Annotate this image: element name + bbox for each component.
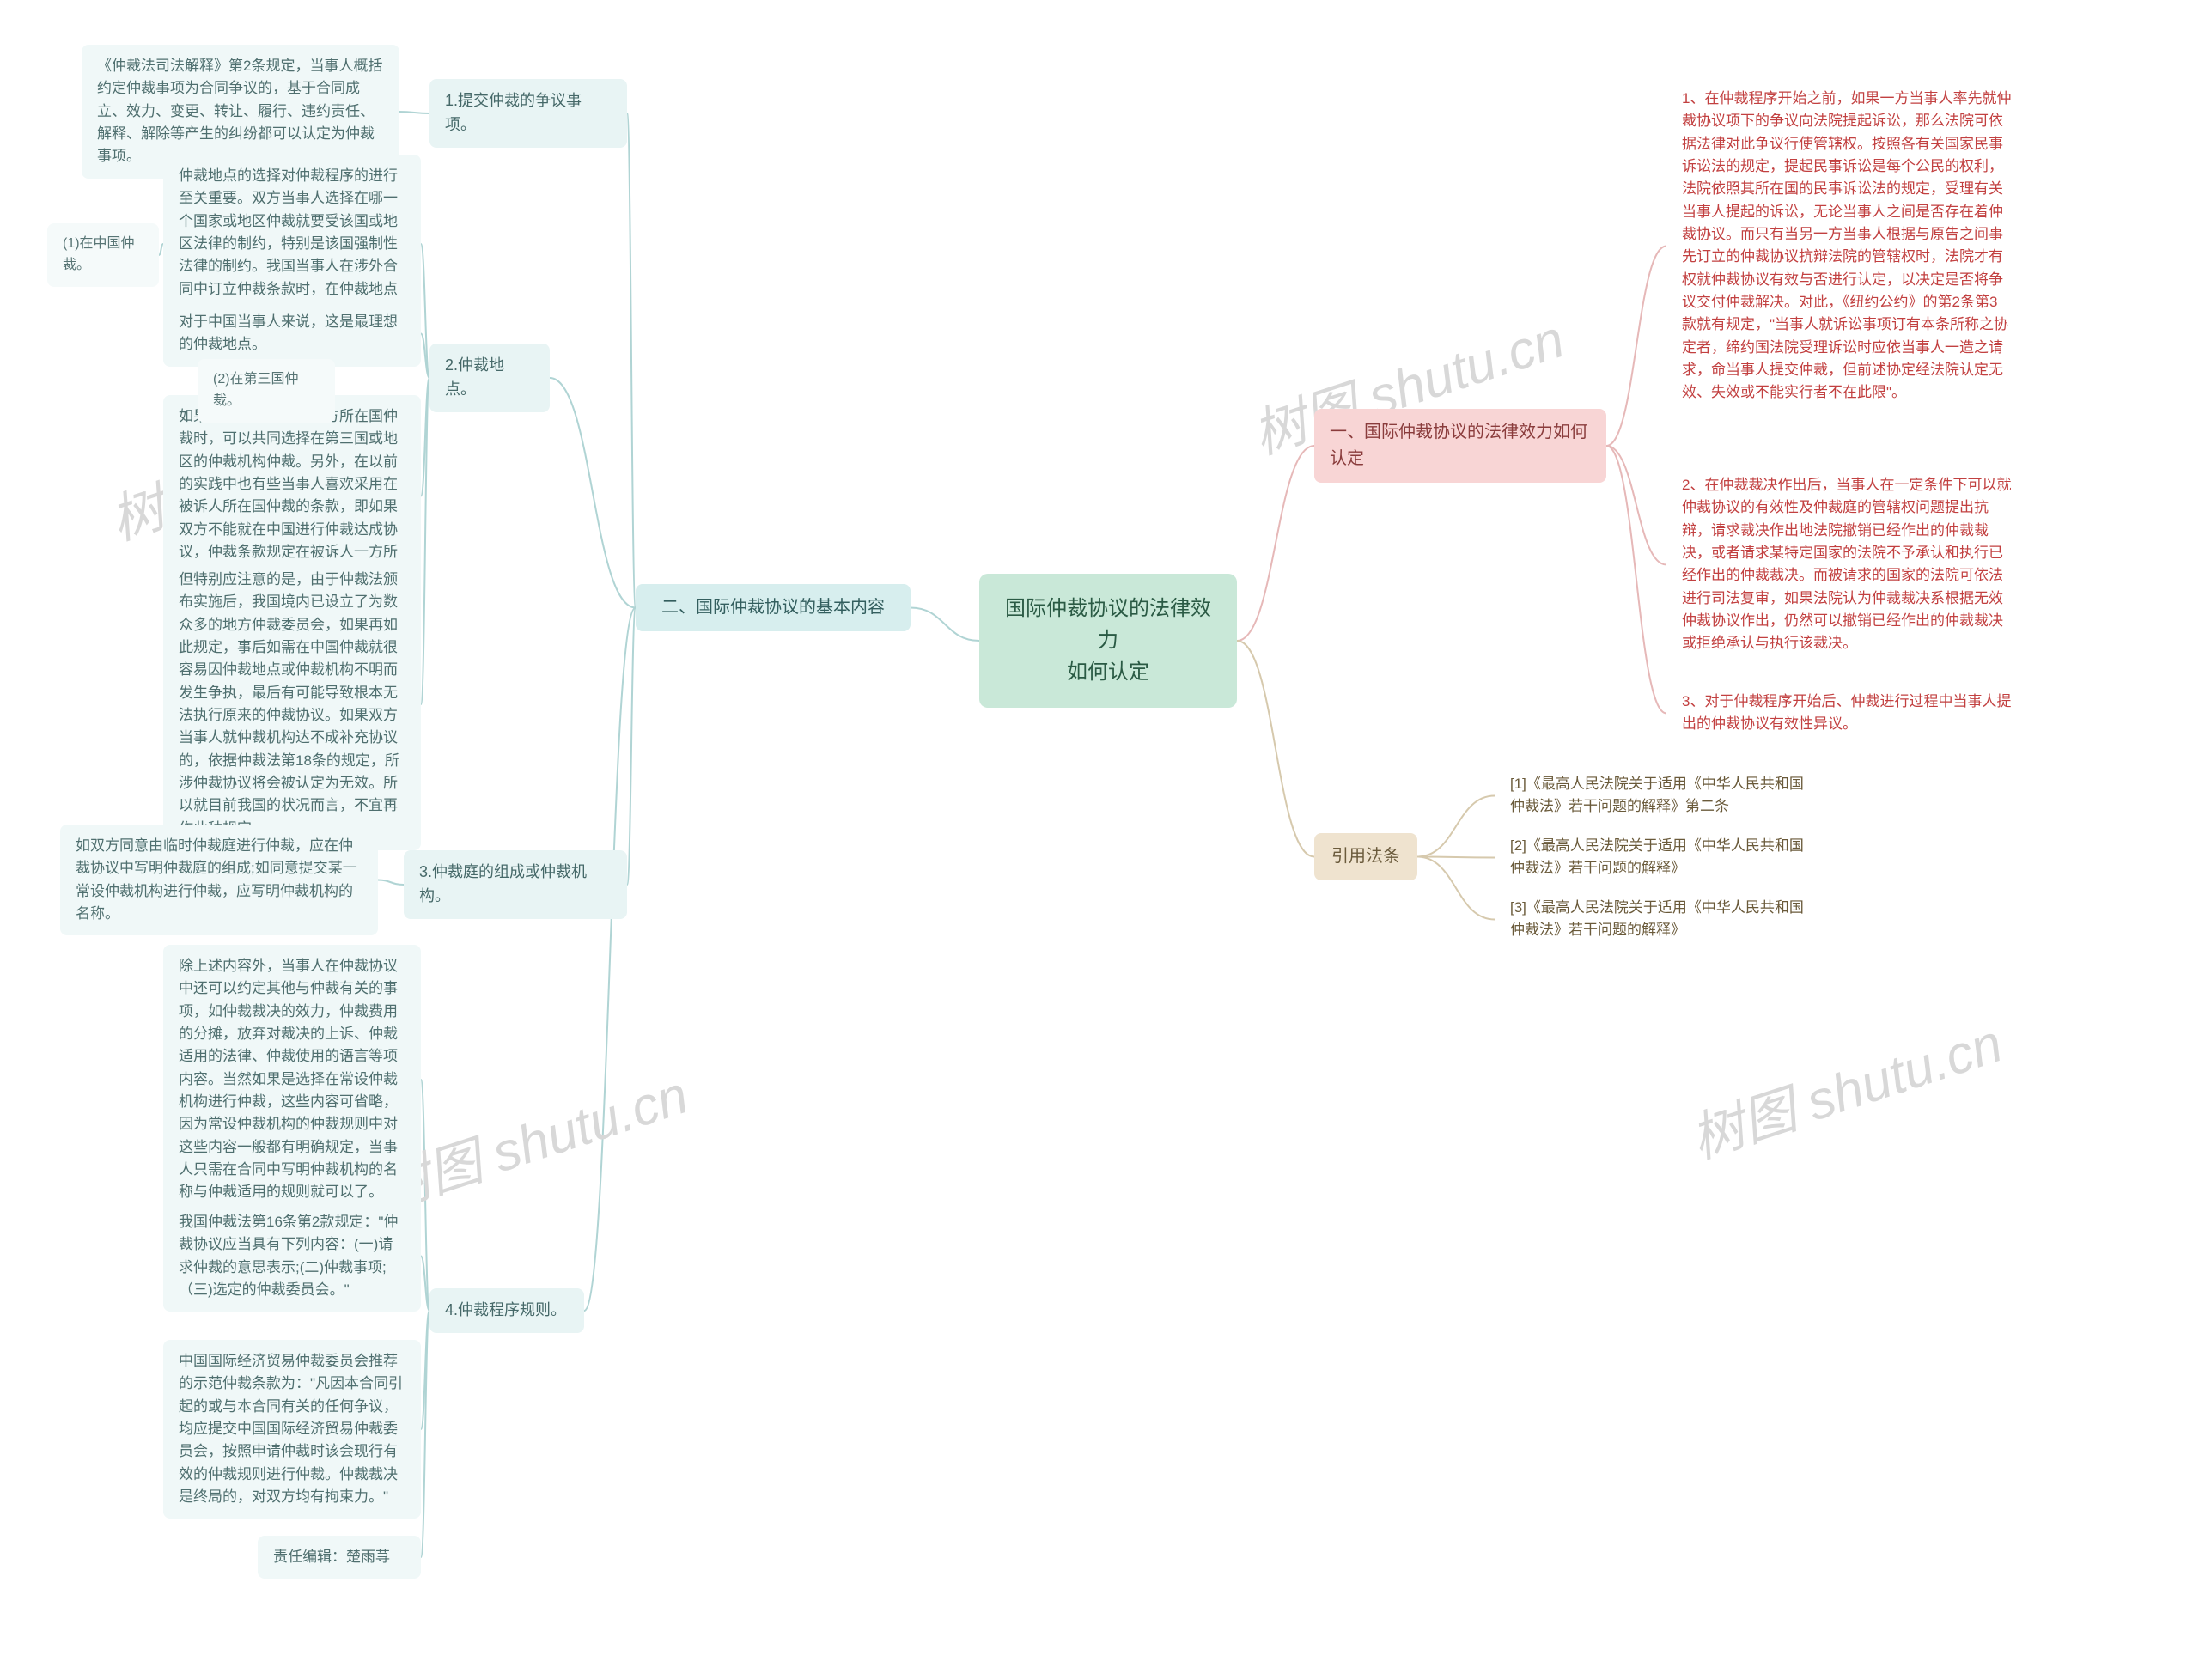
leaf-citation-3[interactable]: [3]《最高人民法院关于适用《中华人民共和国仲裁法》若干问题的解释》 [1495, 886, 1830, 953]
branch-citations[interactable]: 引用法条 [1314, 833, 1417, 880]
leaf-venue-third[interactable]: (2)在第三国仲裁。 [198, 359, 335, 423]
watermark: 树图 shutu.cn [1679, 1000, 2010, 1173]
leaf-tribunal-detail[interactable]: 如双方同意由临时仲裁庭进行仲裁，应在仲裁协议中写明仲裁庭的组成;如同意提交某一常… [60, 825, 378, 935]
central-topic-line1: 国际仲裁协议的法律效力 [1003, 593, 1213, 656]
mindmap-canvas: 树图 shutu.cn 树图 shutu.cn 树图 shutu.cn 树图 s… [0, 0, 2199, 1680]
leaf-validity-during[interactable]: 3、对于仲裁程序开始后、仲裁进行过程中当事人提出的仲裁协议有效性异议。 [1666, 680, 2027, 746]
leaf-procedure-art16[interactable]: 我国仲裁法第16条第2款规定："仲裁协议应当具有下列内容：(一)请求仲裁的意思表… [163, 1201, 421, 1312]
sub-arbitration-venue[interactable]: 2.仲裁地点。 [429, 344, 550, 412]
leaf-editor[interactable]: 责任编辑：楚雨荨 [258, 1536, 421, 1579]
branch-validity[interactable]: 一、国际仲裁协议的法律效力如何 认定 [1314, 409, 1606, 483]
central-topic[interactable]: 国际仲裁协议的法律效力 如何认定 [979, 574, 1237, 708]
branch-validity-line1: 一、国际仲裁协议的法律效力如何 [1330, 419, 1591, 446]
sub-dispute-matters[interactable]: 1.提交仲裁的争议事项。 [429, 79, 627, 148]
leaf-venue-china-ideal[interactable]: 对于中国当事人来说，这是最理想的仲裁地点。 [163, 301, 421, 367]
leaf-venue-china[interactable]: (1)在中国仲裁。 [47, 223, 159, 287]
sub-procedure-rules[interactable]: 4.仲裁程序规则。 [429, 1288, 584, 1333]
branch-basic-content[interactable]: 二、国际仲裁协议的基本内容 [636, 584, 911, 631]
sub-tribunal[interactable]: 3.仲裁庭的组成或仲裁机构。 [404, 850, 627, 919]
central-topic-line2: 如何认定 [1003, 656, 1213, 688]
leaf-citation-1[interactable]: [1]《最高人民法院关于适用《中华人民共和国仲裁法》若干问题的解释》第二条 [1495, 763, 1830, 829]
leaf-venue-caution[interactable]: 但特别应注意的是，由于仲裁法颁布实施后，我国境内已设立了为数众多的地方仲裁委员会… [163, 558, 421, 850]
branch-validity-line2: 认定 [1330, 446, 1591, 472]
leaf-procedure-cietac[interactable]: 中国国际经济贸易仲裁委员会推荐的示范仲裁条款为："凡因本合同引起的或与本合同有关… [163, 1340, 421, 1519]
leaf-procedure-other[interactable]: 除上述内容外，当事人在仲裁协议中还可以约定其他与仲裁有关的事项，如仲裁裁决的效力… [163, 945, 421, 1214]
leaf-validity-before[interactable]: 1、在仲裁程序开始之前，如果一方当事人率先就仲裁协议项下的争议向法院提起诉讼，那… [1666, 77, 2027, 415]
leaf-validity-after[interactable]: 2、在仲裁裁决作出后，当事人在一定条件下可以就仲裁协议的有效性及仲裁庭的管辖权问… [1666, 464, 2027, 666]
leaf-citation-2[interactable]: [2]《最高人民法院关于适用《中华人民共和国仲裁法》若干问题的解释》 [1495, 825, 1830, 891]
